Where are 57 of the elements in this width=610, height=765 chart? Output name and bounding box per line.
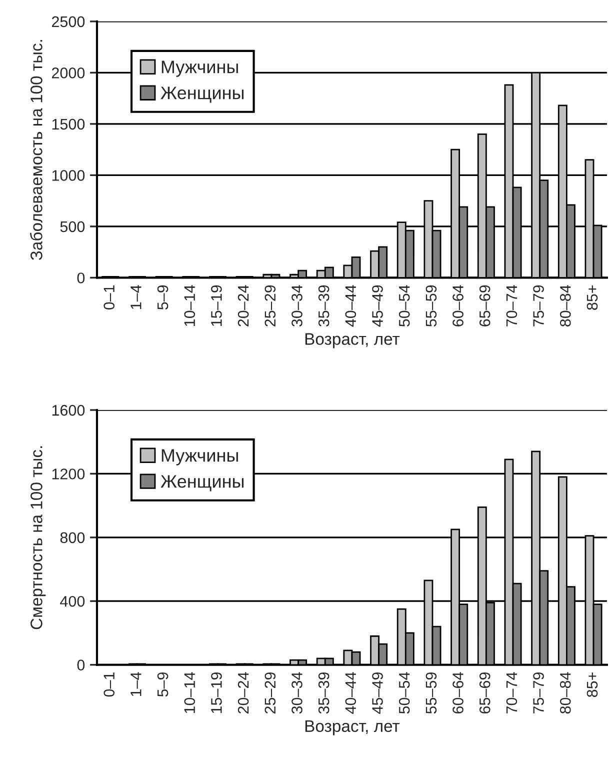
- x-tick-label: 20–24: [238, 672, 249, 714]
- x-axis-title: Возраст, лет: [305, 333, 400, 348]
- x-tick-label: 65–69: [479, 672, 490, 714]
- x-tick-label: 40–44: [345, 672, 356, 714]
- x-tick-label: 25–29: [264, 672, 276, 714]
- x-tick-label: 55–59: [426, 285, 437, 327]
- x-tick-label: 10–14: [184, 672, 196, 714]
- x-tick-label: 1–4: [130, 285, 142, 309]
- y-tick-label: 0: [77, 660, 85, 670]
- x-tick-label: 5–9: [157, 672, 168, 697]
- x-tick-label: 5–9: [157, 285, 168, 310]
- x-tick-label: 20–24: [238, 285, 249, 326]
- x-tick-label: 1–4: [130, 672, 142, 696]
- y-tick-label: 1600: [52, 404, 85, 416]
- x-tick-label: 75–79: [533, 672, 544, 714]
- x-tick-label: 70–74: [506, 672, 518, 714]
- x-tick-label: 45–49: [372, 285, 383, 327]
- x-tick-label: 35–39: [318, 285, 330, 327]
- x-tick-label: 50–54: [398, 672, 410, 714]
- x-tick-label: 60–64: [452, 672, 464, 714]
- legend-label: Мужчины: [162, 449, 238, 466]
- x-tick-label: 65–69: [479, 285, 490, 326]
- y-tick-label: 800: [60, 532, 85, 544]
- x-tick-label: 75–79: [533, 285, 544, 326]
- x-tick-label: 45–49: [372, 672, 383, 714]
- x-tick-label: 15–19: [211, 672, 222, 714]
- x-tick-label: 30–34: [292, 285, 302, 327]
- y-tick-label: 2500: [52, 16, 85, 28]
- x-tick-label: 50–54: [398, 285, 410, 327]
- x-tick-label: 85+: [586, 672, 598, 697]
- x-tick-label: 70–74: [506, 285, 518, 326]
- y-tick-label: 1000: [52, 170, 85, 181]
- x-tick-label: 0–1: [104, 672, 115, 697]
- x-tick-label: 40–44: [345, 285, 356, 327]
- x-tick-label: 25–29: [264, 285, 276, 326]
- x-tick-label: 15–19: [211, 285, 222, 326]
- x-tick-label: 0–1: [104, 285, 115, 310]
- x-tick-label: 35–39: [318, 672, 330, 714]
- legend-label: Мужчины: [162, 60, 238, 77]
- y-tick-label: 400: [60, 596, 85, 607]
- x-tick-label: 60–64: [452, 285, 464, 326]
- y-axis-title: Заболеваемость на 100 тыс.: [30, 40, 42, 260]
- x-tick-label: 55–59: [426, 672, 437, 714]
- y-tick-label: 1500: [52, 118, 85, 130]
- y-axis-title: Смертность на 100 тыс.: [30, 446, 46, 630]
- y-tick-label: 0: [77, 272, 85, 284]
- y-tick-label: 500: [60, 221, 85, 232]
- legend-label: Женщины: [160, 475, 244, 492]
- x-tick-label: 10–14: [184, 285, 196, 326]
- x-tick-label: 80–84: [560, 285, 571, 326]
- x-tick-label: 30–34: [292, 672, 302, 714]
- x-tick-label: 85+: [586, 285, 598, 310]
- y-tick-label: 2000: [52, 68, 85, 78]
- x-axis-title: Возраст, лет: [305, 720, 400, 736]
- legend-label: Женщины: [160, 86, 244, 103]
- x-tick-label: 80–84: [560, 672, 571, 714]
- y-tick-label: 1200: [52, 468, 85, 480]
